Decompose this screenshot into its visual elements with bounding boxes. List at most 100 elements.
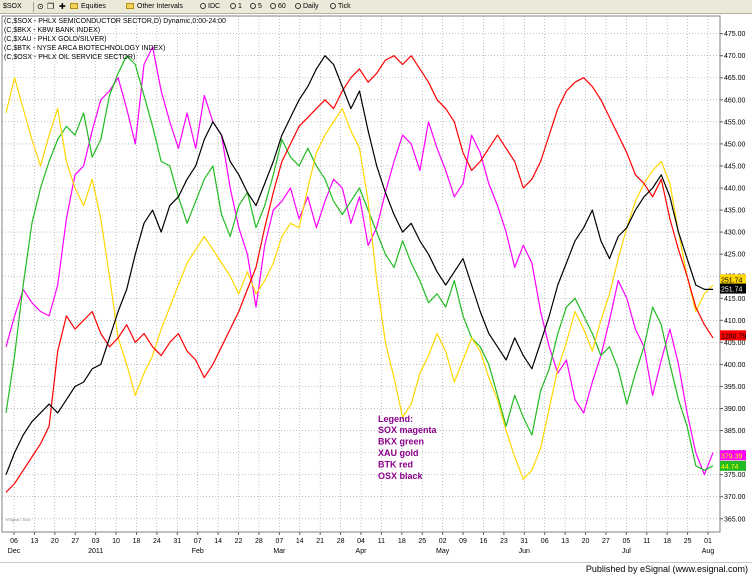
- x-tick-label: 22: [235, 538, 243, 545]
- symbol-field[interactable]: $SOX: [3, 3, 22, 10]
- crosshair-icon[interactable]: ⊙: [37, 2, 44, 11]
- x-tick-label: 23: [500, 538, 508, 545]
- equities-menu[interactable]: Equities: [70, 2, 106, 12]
- daily-button[interactable]: Daily: [295, 2, 319, 12]
- toolbar-divider: [33, 2, 34, 12]
- y-tick-label: 415.00: [724, 296, 746, 303]
- idc-label: IDC: [208, 3, 221, 10]
- x-month-label: Dec: [8, 548, 21, 555]
- last-value-text: 251.74: [721, 277, 743, 284]
- tick-label: Tick: [338, 3, 351, 10]
- x-tick-label: 01: [704, 538, 712, 545]
- series-line-btk: [5, 55, 714, 493]
- interval-1-label: 1: [238, 3, 242, 10]
- y-tick-label: 410.00: [724, 318, 746, 325]
- y-tick-label: 450.00: [724, 141, 746, 148]
- y-tick-label: 375.00: [724, 472, 746, 479]
- x-tick-label: 09: [459, 538, 467, 545]
- tick-button[interactable]: Tick: [330, 2, 351, 12]
- x-tick-label: 18: [398, 538, 406, 545]
- clock-icon: [295, 3, 301, 10]
- y-tick-label: 390.00: [724, 406, 746, 413]
- add-icon[interactable]: ✚: [59, 2, 66, 11]
- legend-entry: BKX green: [378, 437, 424, 447]
- clock-icon: [270, 3, 276, 10]
- copy-icon[interactable]: ❐: [47, 2, 55, 11]
- x-tick-label: 10: [112, 538, 120, 545]
- legend-entry: XAU gold: [378, 448, 419, 458]
- x-month-label: 2011: [88, 548, 103, 555]
- interval-60-button[interactable]: 60: [270, 2, 286, 12]
- x-tick-label: 21: [316, 538, 324, 545]
- clock-icon: [230, 3, 236, 10]
- last-value-text: 251.74: [721, 287, 743, 294]
- y-tick-label: 465.00: [724, 75, 746, 82]
- y-tick-label: 395.00: [724, 384, 746, 391]
- interval-5-button[interactable]: 5: [250, 2, 262, 12]
- folder-icon: [126, 3, 134, 10]
- x-tick-label: 20: [582, 538, 590, 545]
- legend-entry: OSX black: [378, 471, 424, 481]
- x-tick-label: 05: [622, 538, 630, 545]
- x-tick-label: 14: [214, 538, 222, 545]
- x-month-label: Apr: [356, 548, 368, 555]
- x-tick-label: 28: [337, 538, 345, 545]
- x-tick-label: 25: [684, 538, 692, 545]
- x-tick-label: 18: [663, 538, 671, 545]
- header-line: (C,$BKX - KBW BANK INDEX): [4, 27, 100, 34]
- y-tick-label: 475.00: [724, 31, 746, 38]
- interval-5-label: 5: [258, 3, 262, 10]
- x-tick-label: 03: [92, 538, 100, 545]
- x-month-label: Feb: [192, 548, 204, 555]
- x-tick-label: 14: [296, 538, 304, 545]
- header-line: (C,$BTK - NYSE ARCA BIOTECHNOLOGY INDEX): [4, 45, 165, 52]
- x-tick-label: 13: [561, 538, 569, 545]
- x-tick-label: 24: [153, 538, 161, 545]
- clock-icon: [330, 3, 336, 10]
- x-month-label: Aug: [702, 548, 715, 555]
- last-value-badge: [720, 450, 746, 461]
- y-tick-label: 445.00: [724, 163, 746, 170]
- y-tick-label: 440.00: [724, 186, 746, 193]
- footer-text: Published by eSignal (www.esignal.com): [585, 564, 748, 574]
- interval-60-label: 60: [278, 3, 286, 10]
- y-tick-label: 400.00: [724, 362, 746, 369]
- x-tick-label: 11: [378, 538, 385, 545]
- x-tick-label: 31: [173, 538, 181, 545]
- x-tick-label: 27: [71, 538, 79, 545]
- series-line-bkx: [5, 55, 714, 471]
- x-tick-label: 25: [418, 538, 426, 545]
- x-tick-label: 28: [255, 538, 263, 545]
- interval-1-button[interactable]: 1: [230, 2, 242, 12]
- last-value-text: 379.39: [721, 453, 743, 460]
- last-value-badges: 251.74 251.74 1280.79 379.39 44.74: [720, 274, 746, 471]
- x-tick-label: 27: [602, 538, 610, 545]
- chart-header: (C,$SOX - PHLX SEMICONDUCTOR SECTOR,D) D…: [4, 18, 226, 61]
- series-layer: [5, 46, 714, 493]
- watermark: eSignal, 2010: [6, 517, 31, 522]
- last-value-badge: [720, 330, 746, 341]
- legend-entry: BTK red: [378, 460, 413, 470]
- footer: Published by eSignal (www.esignal.com): [0, 562, 752, 576]
- other-intervals-label: Other Intervals: [137, 3, 183, 10]
- header-line: (C,$SOX - PHLX SEMICONDUCTOR SECTOR,D) D…: [4, 18, 226, 25]
- toolbar: $SOX ⊙ ❐ ✚ Equities Other Intervals IDC …: [0, 0, 752, 14]
- x-month-label: Jun: [519, 548, 530, 555]
- grid: [2, 16, 720, 532]
- chart-area[interactable]: (C,$SOX - PHLX SEMICONDUCTOR SECTOR,D) D…: [0, 14, 752, 562]
- x-tick-label: 07: [194, 538, 202, 545]
- x-tick-label: 11: [643, 538, 650, 545]
- last-value-badge: [720, 283, 746, 294]
- series-line-xau: [5, 77, 714, 480]
- y-tick-label: 435.00: [724, 208, 746, 215]
- header-line: (C,$OSX - PHLX OIL SERVICE SECTOR): [4, 54, 135, 61]
- series-line-osx: [5, 55, 713, 475]
- legend-entry: SOX magenta: [378, 425, 438, 435]
- idc-button[interactable]: IDC: [200, 2, 220, 12]
- last-value-badge: [720, 460, 746, 471]
- x-tick-label: 06: [541, 538, 549, 545]
- equities-label: Equities: [81, 3, 106, 10]
- other-intervals-menu[interactable]: Other Intervals: [126, 2, 183, 12]
- x-tick-label: 20: [51, 538, 59, 545]
